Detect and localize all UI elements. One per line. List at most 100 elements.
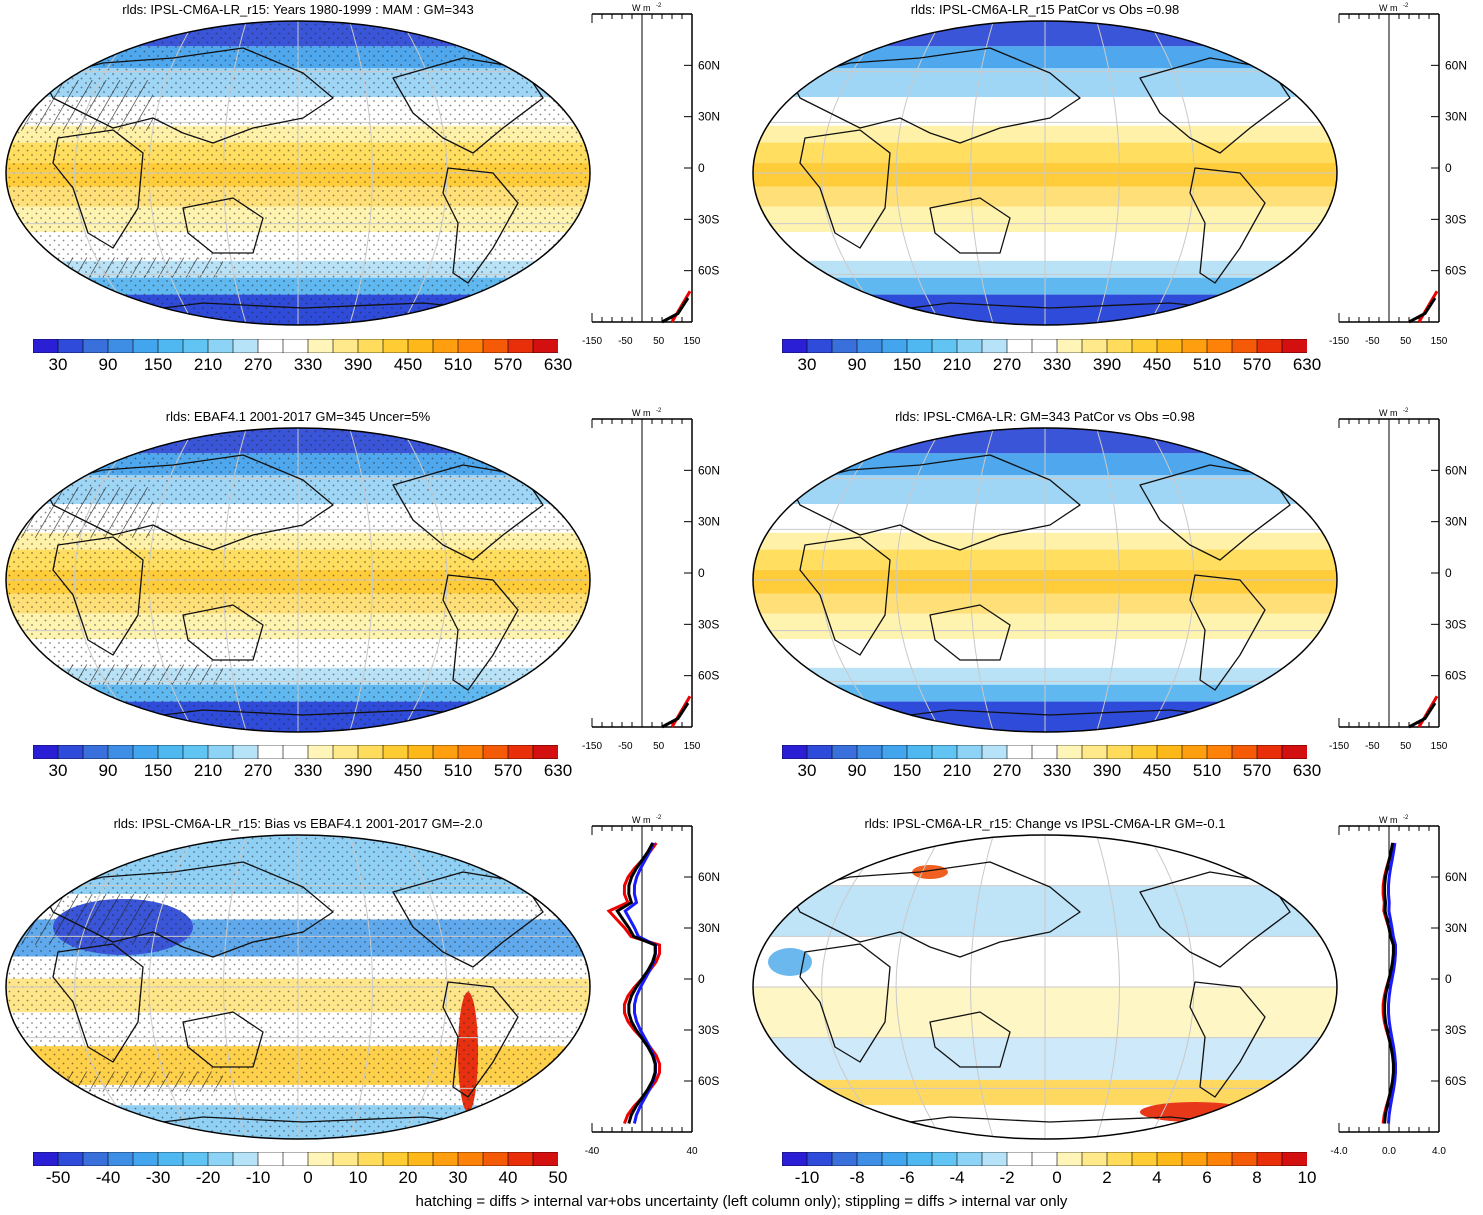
- zonal-profile-p1: W m -2 60N 30N 0 30S 60S -150 -50 50 150: [582, 3, 720, 347]
- colorbar-swatch: [82, 339, 109, 353]
- colorbar-swatch: [931, 1152, 958, 1166]
- profile-lat-label: 60S: [698, 669, 719, 683]
- colorbar-label: -50: [45, 1168, 71, 1187]
- continent-outline: [392, 57, 544, 154]
- colorbar-swatch: [782, 339, 808, 353]
- colorbar-label: -20: [195, 1168, 221, 1187]
- colorbar-label: 30: [48, 761, 68, 780]
- colorbar-label: 150: [143, 761, 173, 780]
- colorbar-label: 150: [143, 355, 173, 374]
- continent-outline: [789, 47, 1081, 144]
- profile-x-label: -150: [582, 741, 602, 752]
- profile-x-label: 150: [1431, 741, 1448, 752]
- profile-x-label: -50: [1365, 741, 1380, 752]
- colorbar-swatch: [881, 745, 908, 759]
- colorbar-swatch: [1006, 1152, 1033, 1166]
- continent-outline: [52, 129, 144, 249]
- continent-outline: [929, 197, 1011, 254]
- continent-outline: [42, 47, 334, 144]
- colorbar-swatch: [33, 1152, 59, 1166]
- colorbar-swatch: [906, 339, 933, 353]
- profile-x-label: -150: [582, 336, 602, 347]
- colorbar-swatch: [856, 745, 883, 759]
- colorbar-label: -2: [999, 1168, 1015, 1187]
- graticule-meridian: [349, 428, 373, 732]
- colorbar-label: 510: [443, 761, 473, 780]
- profile-lat-label: 30S: [698, 1023, 719, 1037]
- colorbar-swatch: [906, 745, 933, 759]
- colorbar-swatch: [956, 745, 983, 759]
- graticule-meridian: [74, 835, 144, 1139]
- colorbar-label: 30: [797, 761, 817, 780]
- robinson-map-p1: [5, 20, 591, 326]
- colorbar-label: 270: [243, 355, 273, 374]
- colorbar-label: -10: [794, 1168, 820, 1187]
- colorbar-swatch: [1156, 339, 1183, 353]
- panel-title-p2: rlds: IPSL-CM6A-LR_r15 PatCor vs Obs =0.…: [910, 2, 1180, 17]
- colorbar-swatch: [282, 745, 309, 759]
- profile-x-label: -40: [585, 1146, 600, 1157]
- profile-curve-blue: [1387, 842, 1397, 1124]
- colorbar-swatch: [507, 745, 534, 759]
- colorbar-label: 330: [293, 355, 323, 374]
- profile-x-label: -50: [618, 741, 633, 752]
- colorbar-swatch: [507, 1152, 534, 1166]
- profile-x-label: -150: [1329, 336, 1349, 347]
- continent-outline: [42, 861, 334, 958]
- colorbar-swatch: [1181, 1152, 1208, 1166]
- profile-curve-obs: [661, 702, 690, 729]
- colorbar-swatch: [307, 745, 334, 759]
- colorbar-swatch: [981, 745, 1008, 759]
- colorbar-swatch: [981, 339, 1008, 353]
- profile-lat-label: 30N: [698, 515, 720, 529]
- continent-outline: [182, 197, 264, 254]
- colorbar-swatch: [532, 339, 558, 353]
- profile-unit: W m: [1379, 3, 1398, 13]
- colorbar-label: 330: [1042, 355, 1072, 374]
- robinson-map-p5: [5, 834, 591, 1140]
- colorbar-swatch: [1281, 339, 1307, 353]
- colorbar-swatch: [1231, 1152, 1258, 1166]
- graticule-meridian: [223, 835, 247, 1139]
- graticule-meridian: [1096, 21, 1120, 325]
- profile-x-label: 50: [653, 336, 665, 347]
- colorbar-swatch: [157, 339, 184, 353]
- colorbar-label: 270: [992, 355, 1022, 374]
- colorbar-p5: [33, 1152, 558, 1166]
- colorbar-label: 510: [1192, 355, 1222, 374]
- colorbar-swatch: [132, 339, 159, 353]
- colorbar-label: 570: [1242, 761, 1272, 780]
- colorbar-swatch: [1181, 339, 1208, 353]
- colorbar-label: 210: [942, 761, 972, 780]
- profile-curve-obs: [661, 297, 690, 324]
- map-border: [752, 834, 1338, 1140]
- profile-x-label: 150: [1431, 336, 1448, 347]
- colorbar-swatch: [856, 1152, 883, 1166]
- graticule-meridian: [349, 21, 373, 325]
- robinson-map-p2: [752, 20, 1338, 326]
- profile-lat-label: 30S: [698, 212, 719, 226]
- profile-unit-exponent: -2: [656, 408, 662, 414]
- colorbar-swatch: [1256, 339, 1283, 353]
- profile-unit: W m: [632, 815, 651, 825]
- colorbar-swatch: [782, 745, 808, 759]
- map-field: [6, 428, 590, 732]
- colorbar-swatch: [457, 745, 484, 759]
- panel-title-p4: rlds: IPSL-CM6A-LR: GM=343 PatCor vs Obs…: [895, 409, 1195, 424]
- colorbar-label: 90: [98, 355, 118, 374]
- colorbar-swatch: [1231, 339, 1258, 353]
- profile-unit-exponent: -2: [1403, 3, 1409, 9]
- colorbar-swatch: [1156, 1152, 1183, 1166]
- continent-outline: [52, 943, 144, 1063]
- colorbar-swatch: [931, 339, 958, 353]
- panel-title-p6: rlds: IPSL-CM6A-LR_r15: Change vs IPSL-C…: [864, 816, 1226, 831]
- map-border: [752, 427, 1338, 733]
- colorbar-swatch: [157, 1152, 184, 1166]
- graticule-meridian: [1096, 428, 1120, 732]
- profile-x-label: 0.0: [1382, 1146, 1396, 1157]
- colorbar-swatch: [1081, 339, 1108, 353]
- colorbar-swatch: [1106, 339, 1133, 353]
- graticule-meridian: [895, 428, 943, 732]
- colorbar-swatch: [831, 745, 858, 759]
- profile-lat-label: 30S: [698, 617, 719, 631]
